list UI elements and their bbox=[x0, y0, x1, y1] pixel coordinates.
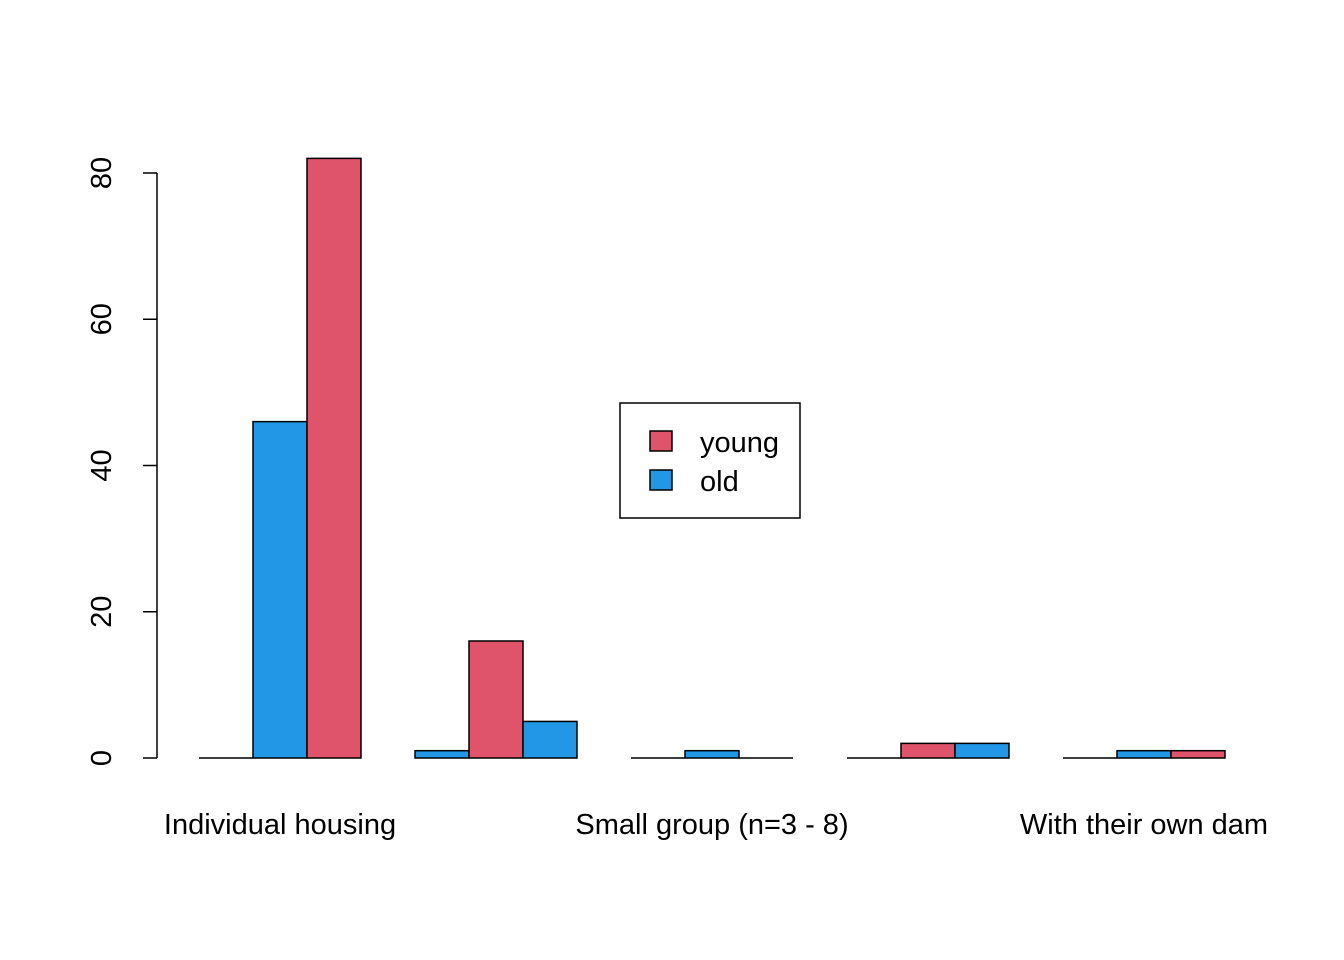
legend-label: old bbox=[700, 466, 739, 498]
bar bbox=[954, 742, 1010, 759]
y-tick-label: 20 bbox=[86, 596, 118, 628]
legend-swatch bbox=[649, 430, 673, 452]
category-labels: Individual housing Small group (n=3 - 8) W… bbox=[164, 809, 1268, 841]
bar bbox=[252, 420, 308, 759]
bar bbox=[1170, 749, 1226, 759]
legend-box bbox=[619, 402, 801, 519]
bar bbox=[414, 749, 470, 759]
legend-label: young bbox=[700, 427, 779, 459]
bar bbox=[468, 640, 524, 759]
legend: young old bbox=[619, 402, 801, 519]
y-tick-label: 40 bbox=[86, 449, 118, 481]
bar bbox=[306, 157, 362, 759]
category-label: With their own dam bbox=[1020, 809, 1268, 841]
y-tick-label: 0 bbox=[86, 750, 118, 766]
bars bbox=[199, 157, 1226, 759]
y-axis: 0 20 40 60 80 bbox=[86, 157, 158, 766]
bar bbox=[1116, 749, 1172, 759]
bar bbox=[522, 720, 578, 759]
bar bbox=[684, 749, 740, 759]
category-label: Small group (n=3 - 8) bbox=[575, 809, 848, 841]
y-tick-label: 60 bbox=[86, 303, 118, 335]
bar bbox=[900, 742, 956, 759]
legend-swatch bbox=[649, 469, 673, 491]
category-label: Individual housing bbox=[164, 809, 396, 841]
y-tick-label: 80 bbox=[86, 157, 118, 189]
